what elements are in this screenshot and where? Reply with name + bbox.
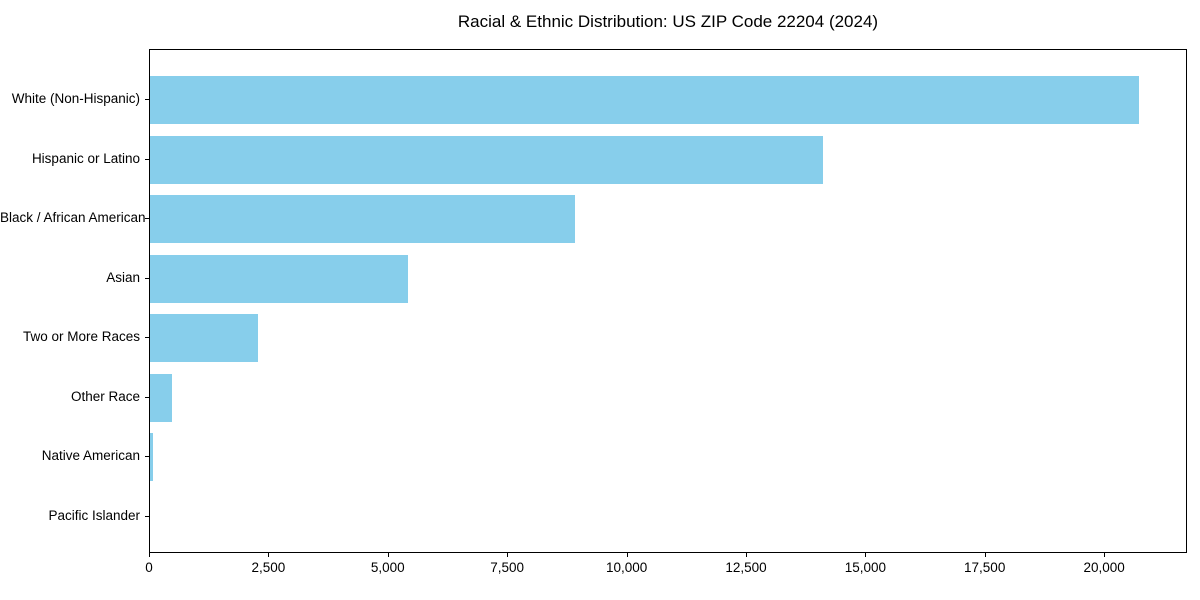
x-tick-mark bbox=[984, 553, 986, 557]
bar bbox=[150, 254, 408, 303]
y-tick-mark bbox=[145, 218, 149, 219]
x-tick-mark bbox=[746, 553, 747, 557]
bar bbox=[150, 433, 154, 481]
plot-area bbox=[149, 49, 1187, 553]
y-axis-label: Pacific Islander bbox=[48, 507, 140, 523]
bar bbox=[150, 76, 1139, 124]
x-tick-mark bbox=[865, 553, 867, 557]
x-tick-mark bbox=[149, 553, 150, 557]
y-tick-mark bbox=[145, 158, 149, 160]
y-axis-label: White (Non-Hispanic) bbox=[11, 91, 140, 106]
x-axis-tick-label: 5,000 bbox=[370, 560, 405, 575]
y-tick-mark bbox=[145, 396, 149, 398]
y-axis-label: Black / African American bbox=[0, 210, 146, 225]
y-tick-mark bbox=[145, 99, 149, 100]
y-tick-mark bbox=[145, 277, 149, 279]
x-axis-tick-label: 20,000 bbox=[1083, 560, 1125, 575]
y-axis-label: Asian bbox=[106, 269, 140, 285]
y-tick-mark bbox=[145, 456, 149, 457]
bar bbox=[150, 373, 172, 422]
x-tick-mark bbox=[1104, 553, 1106, 557]
bar bbox=[150, 314, 258, 362]
chart-title: Racial & Ethnic Distribution: US ZIP Cod… bbox=[457, 12, 879, 31]
bar bbox=[150, 135, 824, 184]
y-axis-label: Hispanic or Latino bbox=[31, 150, 140, 166]
x-axis-tick-label: 15,000 bbox=[844, 560, 887, 575]
y-tick-mark bbox=[145, 337, 149, 338]
x-axis-tick-label: 17,500 bbox=[964, 560, 1006, 575]
x-tick-mark bbox=[507, 553, 509, 557]
x-axis-tick-label: 7,500 bbox=[490, 560, 525, 575]
x-axis-tick-label: 12,500 bbox=[725, 560, 767, 575]
x-tick-mark bbox=[268, 553, 270, 557]
x-axis-tick-label: 0 bbox=[145, 560, 153, 575]
y-axis-label: Two or More Races bbox=[22, 329, 140, 344]
y-axis-label: Native American bbox=[41, 448, 140, 463]
x-tick-mark bbox=[626, 553, 628, 557]
y-axis-label: Other Race bbox=[70, 388, 140, 404]
x-axis-tick-label: 10,000 bbox=[605, 560, 648, 575]
bar bbox=[150, 195, 575, 243]
x-axis-tick-label: 2,500 bbox=[251, 560, 286, 575]
x-tick-mark bbox=[387, 553, 389, 557]
y-tick-mark bbox=[145, 515, 149, 517]
